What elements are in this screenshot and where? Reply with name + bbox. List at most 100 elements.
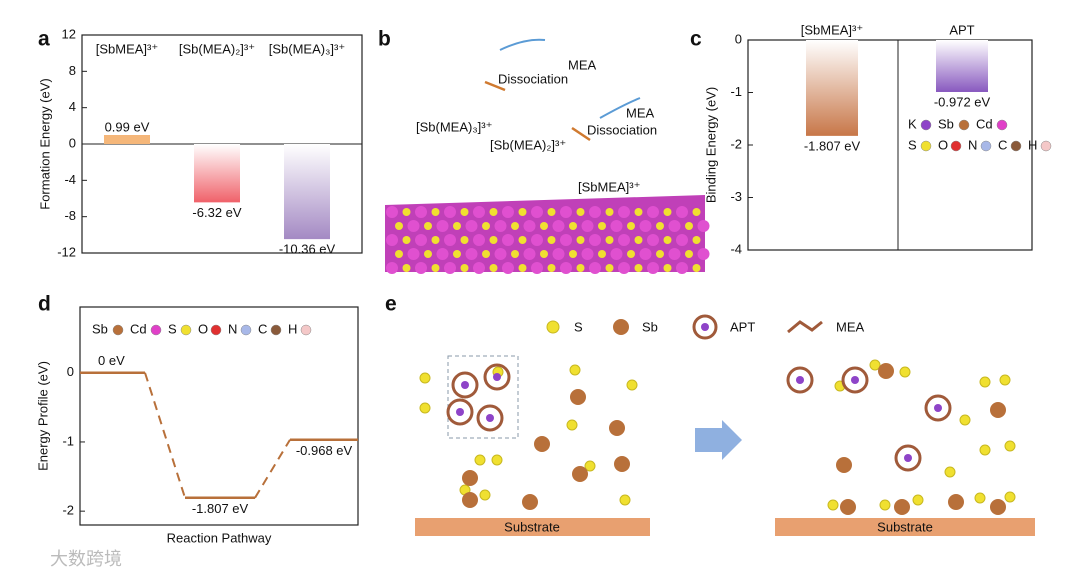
value-label: -6.32 eV — [192, 205, 241, 220]
atom — [479, 489, 491, 501]
atom — [685, 222, 693, 230]
atom — [827, 499, 839, 511]
atom — [534, 436, 550, 452]
label: [Sb(MEA)₃]³⁺ — [416, 119, 492, 134]
legend-swatch — [546, 320, 560, 334]
panel-label: a — [38, 28, 50, 51]
legend-label: N — [968, 137, 977, 152]
label: Dissociation — [587, 122, 657, 137]
atom — [462, 492, 478, 508]
legend-swatch — [180, 324, 192, 336]
atom — [589, 206, 601, 218]
bar — [936, 40, 988, 92]
atom — [626, 379, 638, 391]
atom — [836, 457, 852, 473]
value-label: -1.807 eV — [804, 138, 861, 153]
y-tick-label: -4 — [730, 241, 742, 256]
atom — [878, 363, 894, 379]
panel-label: b — [378, 28, 391, 51]
arrow — [499, 38, 546, 51]
selection-box — [447, 355, 519, 439]
atom — [598, 250, 606, 258]
atom — [619, 494, 631, 506]
legend-swatch — [150, 324, 162, 336]
atom — [676, 262, 688, 274]
atom — [540, 250, 548, 258]
process-arrow — [695, 420, 742, 460]
atom — [473, 262, 485, 274]
legend-label: C — [258, 321, 267, 336]
atom — [491, 454, 503, 466]
y-tick-label: -3 — [730, 189, 742, 204]
atom — [1004, 491, 1016, 503]
atom — [489, 208, 498, 216]
atom — [518, 264, 527, 272]
bar — [806, 40, 858, 135]
legend-swatch — [210, 324, 222, 336]
atom — [685, 250, 693, 258]
y-tick-label: -12 — [57, 244, 76, 259]
value-label: -1.807 eV — [192, 501, 249, 516]
atom — [576, 236, 585, 244]
molecule — [894, 444, 922, 472]
atom — [465, 220, 478, 232]
atom — [796, 376, 804, 384]
atom — [676, 234, 688, 246]
atom — [605, 264, 614, 272]
legend-label: C — [998, 137, 1007, 152]
atom — [531, 206, 543, 218]
legend-label: Cd — [130, 321, 147, 336]
atom — [569, 222, 577, 230]
y-axis-label: Binding Energy (eV) — [703, 87, 718, 203]
atom — [518, 236, 527, 244]
atom — [474, 454, 486, 466]
atom — [639, 248, 652, 260]
atom — [511, 222, 519, 230]
legend-label: K — [908, 116, 917, 131]
y-tick-label: 0 — [735, 31, 742, 46]
atom — [436, 248, 449, 260]
legend-label: Cd — [976, 116, 993, 131]
atom — [461, 381, 469, 389]
atom — [570, 389, 586, 405]
arrow — [484, 80, 506, 92]
atom — [419, 402, 431, 414]
slab — [385, 195, 705, 272]
panel-label: c — [690, 28, 702, 51]
atom — [948, 494, 964, 510]
category-label: [Sb(MEA)₂]³⁺ — [179, 41, 255, 56]
atom — [647, 234, 659, 246]
legend-label: O — [198, 321, 208, 336]
atom — [639, 220, 652, 232]
atom — [569, 250, 577, 258]
molecule — [476, 404, 504, 432]
y-tick-label: 0 — [69, 135, 76, 150]
atom — [572, 466, 588, 482]
atom — [493, 373, 501, 381]
legend-swatch — [958, 119, 970, 131]
atom — [627, 222, 635, 230]
atom — [552, 220, 565, 232]
connector — [254, 439, 291, 499]
atom — [473, 206, 485, 218]
atom — [979, 444, 991, 456]
atom — [386, 206, 398, 218]
category-label: [Sb(MEA)₃]³⁺ — [269, 41, 345, 56]
atom — [576, 208, 585, 216]
legend-swatch — [920, 140, 932, 152]
legend-label: S — [574, 319, 583, 334]
atom — [581, 220, 594, 232]
atom — [547, 264, 556, 272]
atom — [456, 408, 464, 416]
atom — [990, 499, 1006, 515]
atom — [523, 220, 536, 232]
atom — [869, 359, 881, 371]
watermark: 大数跨境 — [50, 549, 122, 569]
atom — [589, 262, 601, 274]
atom — [424, 222, 432, 230]
y-tick-label: 8 — [69, 63, 76, 78]
atom — [634, 208, 643, 216]
legend-swatch — [996, 119, 1008, 131]
atom — [560, 206, 572, 218]
